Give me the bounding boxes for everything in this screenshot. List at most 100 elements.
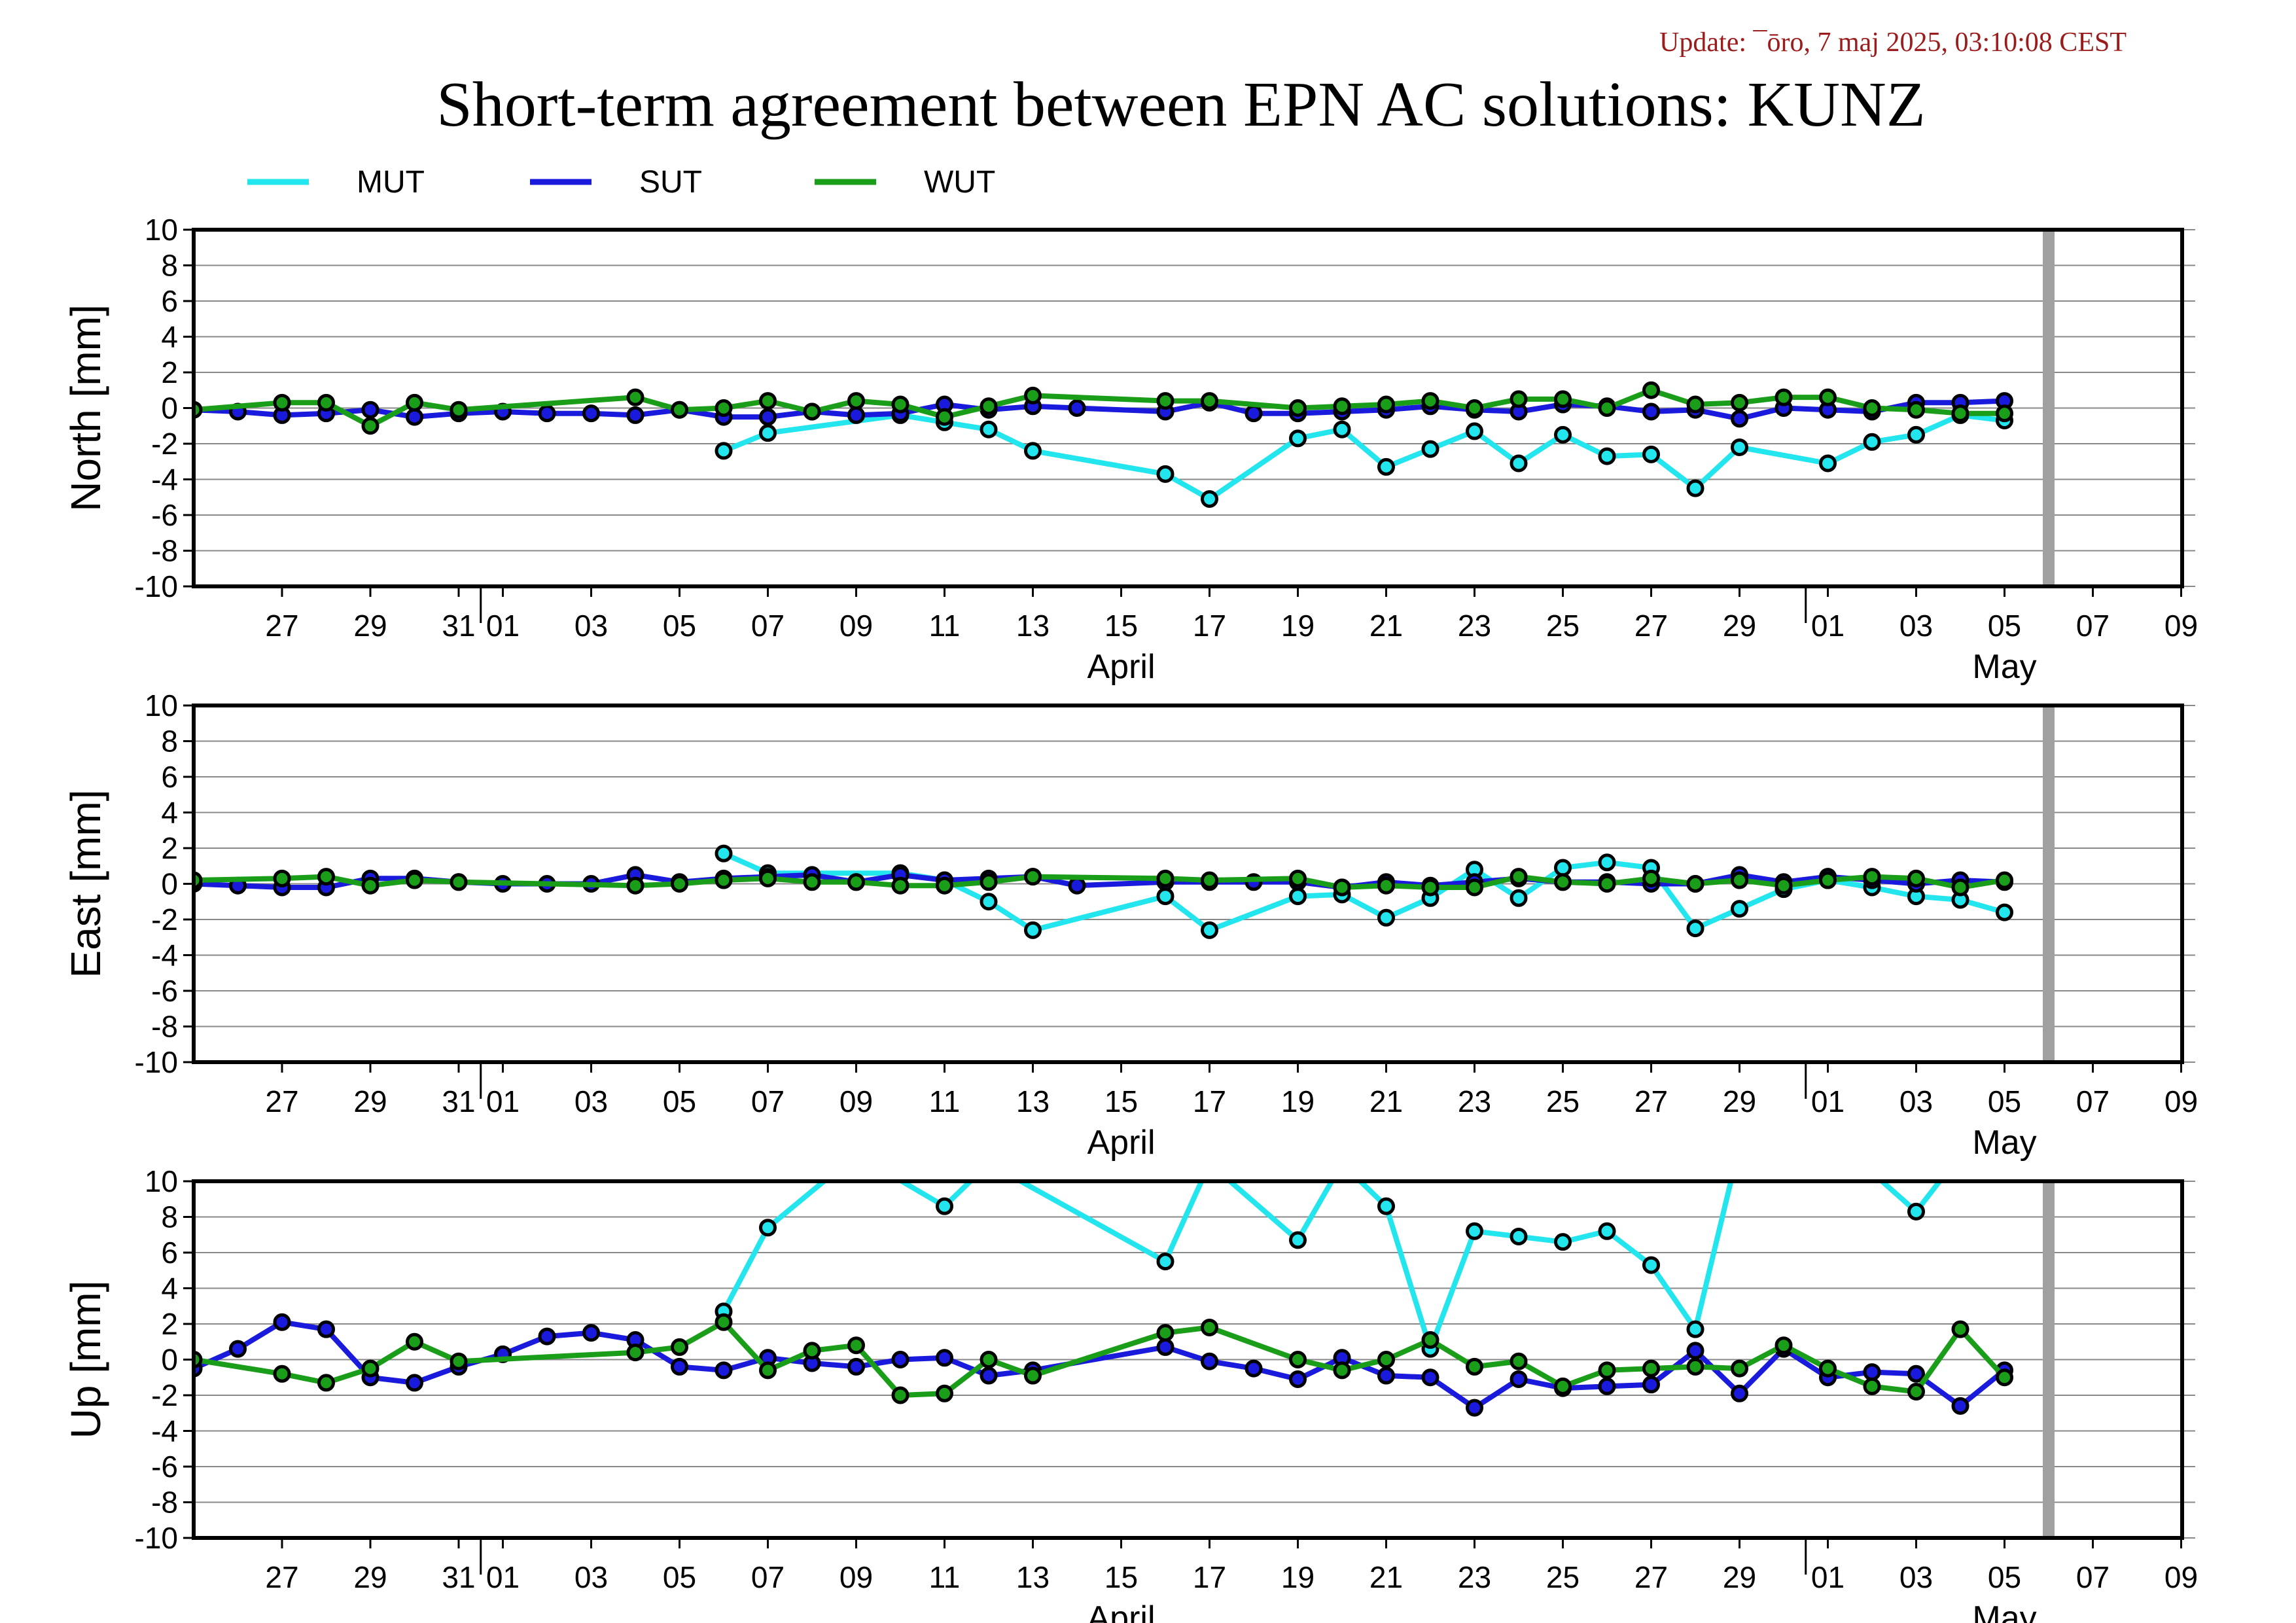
data-point-mut xyxy=(1731,438,1748,456)
data-point-mut xyxy=(1289,887,1307,906)
x-tick-label: 23 xyxy=(1458,1560,1491,1594)
data-point-mut xyxy=(1598,853,1616,872)
data-point-wut xyxy=(626,876,645,895)
data-point-wut xyxy=(626,1344,645,1362)
data-point-sut xyxy=(1466,1399,1483,1417)
data-point-wut xyxy=(1598,399,1616,417)
data-point-mut xyxy=(849,1147,864,1162)
x-tick-label: 25 xyxy=(1546,609,1580,643)
x-tick-label: 01 xyxy=(1811,609,1845,643)
x-tick-label: 31 xyxy=(442,1560,475,1594)
data-point-wut xyxy=(715,1313,733,1331)
data-point-wut xyxy=(1731,393,1748,412)
data-point-mut xyxy=(1907,1202,1925,1221)
x-tick-label: 19 xyxy=(1281,1084,1315,1118)
x-tick-label: 21 xyxy=(1369,1560,1403,1594)
y-tick-label: -8 xyxy=(151,534,178,568)
data-point-wut xyxy=(1421,392,1439,410)
x-tick-label: 19 xyxy=(1281,609,1315,643)
y-tick-label: 8 xyxy=(161,724,178,758)
data-point-sut xyxy=(1245,1359,1263,1378)
data-point-sut xyxy=(273,1313,291,1331)
x-tick-label: 27 xyxy=(265,1560,298,1594)
data-point-sut xyxy=(1686,1342,1704,1360)
data-point-wut xyxy=(1863,399,1881,417)
x-tick-label: 27 xyxy=(1634,1560,1668,1594)
y-tick-label: 2 xyxy=(161,831,178,865)
data-point-wut xyxy=(803,1342,821,1360)
plot-frame xyxy=(192,1179,2184,1540)
data-point-wut xyxy=(1686,875,1704,893)
x-tick-label: 29 xyxy=(1723,609,1756,643)
data-point-wut xyxy=(1775,876,1793,895)
data-point-sut xyxy=(626,406,645,424)
data-point-mut xyxy=(1289,429,1307,448)
data-point-wut xyxy=(406,393,423,412)
data-point-wut xyxy=(1951,1320,1969,1338)
data-point-wut xyxy=(803,402,821,421)
data-point-wut xyxy=(1996,871,2013,889)
data-point-wut xyxy=(1156,869,1174,887)
x-tick-label: 01 xyxy=(486,1560,520,1594)
data-point-wut xyxy=(759,869,777,887)
data-point-mut xyxy=(1377,1197,1395,1215)
x-tick-label: 21 xyxy=(1369,1084,1403,1118)
data-point-wut xyxy=(847,873,865,891)
x-tick-label: 25 xyxy=(1546,1084,1580,1118)
x-tick-label: 13 xyxy=(1016,609,1050,643)
x-tick-label: 01 xyxy=(486,609,520,643)
data-point-sut xyxy=(538,404,556,423)
x-tick-label: 25 xyxy=(1546,1560,1580,1594)
data-point-wut xyxy=(1951,404,1969,423)
y-tick-label: 6 xyxy=(161,284,178,318)
data-point-wut xyxy=(1642,381,1660,399)
x-tick-label: 07 xyxy=(2076,1084,2110,1118)
data-point-mut xyxy=(980,893,998,911)
data-point-wut xyxy=(891,1386,910,1404)
data-point-mut xyxy=(981,1156,996,1171)
data-point-wut xyxy=(891,395,910,414)
x-tick-label: 01 xyxy=(1811,1084,1845,1118)
y-tick-label: 4 xyxy=(161,796,178,830)
data-point-sut xyxy=(229,1340,247,1358)
x-tick-label: 07 xyxy=(2076,609,2110,643)
data-point-wut xyxy=(1686,1357,1704,1376)
x-tick-label: 13 xyxy=(1016,1084,1050,1118)
data-point-wut xyxy=(980,1351,998,1368)
x-tick-label: 15 xyxy=(1104,609,1138,643)
data-point-sut xyxy=(1201,1352,1218,1370)
series-line-mut xyxy=(722,851,2005,933)
data-point-sut xyxy=(406,1374,423,1392)
data-point-mut xyxy=(1024,442,1042,460)
data-point-mut xyxy=(1554,425,1572,444)
data-point-wut xyxy=(1598,1361,1616,1380)
data-point-wut xyxy=(671,1338,688,1356)
data-point-wut xyxy=(1377,876,1395,895)
y-tick-label: 6 xyxy=(161,1236,178,1270)
x-tick-label: 29 xyxy=(1723,1084,1756,1118)
data-point-sut xyxy=(1245,404,1263,423)
x-tick-label: 11 xyxy=(929,1560,961,1594)
data-point-wut xyxy=(317,868,335,886)
data-point-mut xyxy=(1733,1139,1747,1153)
data-point-wut xyxy=(1863,868,1881,886)
y-tick-label: -4 xyxy=(151,1414,178,1448)
data-point-wut xyxy=(891,876,910,895)
data-point-wut xyxy=(273,1364,291,1383)
data-point-wut xyxy=(273,393,291,412)
data-point-wut xyxy=(1201,871,1218,889)
month-label-april: April xyxy=(1087,1124,1155,1162)
data-point-wut xyxy=(1510,1352,1528,1370)
data-point-sut xyxy=(1421,1368,1439,1387)
x-tick-label: 09 xyxy=(2164,609,2198,643)
x-tick-label: 17 xyxy=(1193,609,1226,643)
data-point-sut xyxy=(1642,402,1660,421)
y-tick-label: 0 xyxy=(161,1343,178,1377)
data-point-sut xyxy=(1068,876,1086,895)
data-point-wut xyxy=(406,871,423,889)
data-point-mut xyxy=(1731,900,1748,918)
data-point-wut xyxy=(980,397,998,416)
data-point-wut xyxy=(317,393,335,412)
x-tick-label: 09 xyxy=(839,1084,873,1118)
data-point-wut xyxy=(1686,395,1704,414)
